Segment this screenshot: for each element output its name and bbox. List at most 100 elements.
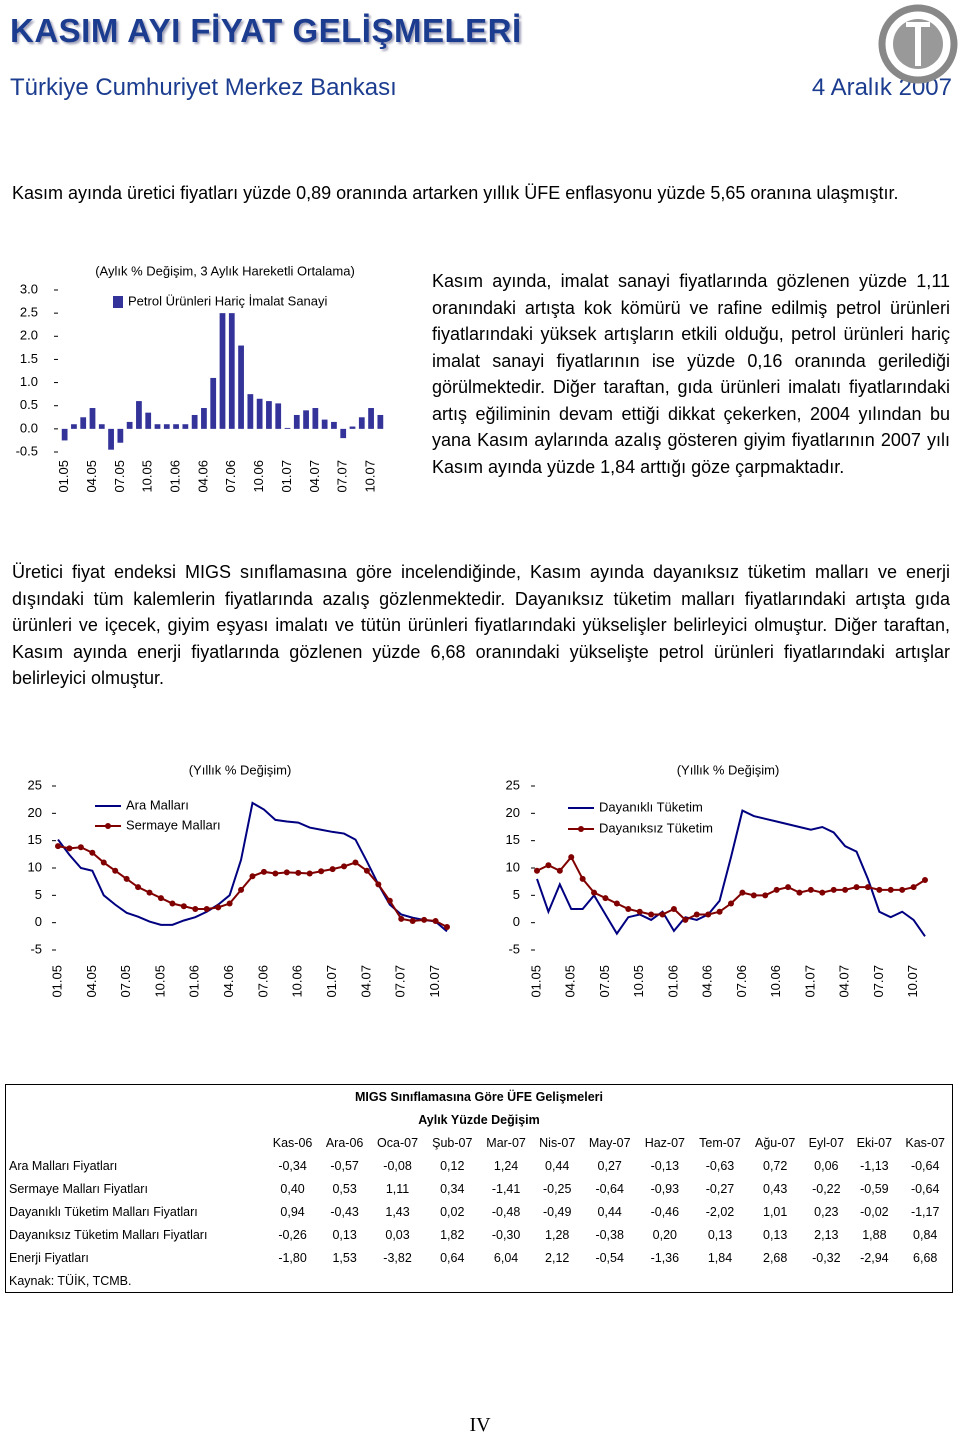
y-tick-label: 5 xyxy=(35,887,42,902)
x-tick-label: 01.05 xyxy=(528,965,543,998)
x-tick-label: 04.07 xyxy=(307,460,322,493)
table-cell: 0,40 xyxy=(280,1181,305,1196)
point xyxy=(123,875,130,882)
legend-marker xyxy=(105,823,111,829)
table-cell: -0,64 xyxy=(595,1181,624,1196)
column-header: Şub-07 xyxy=(432,1135,473,1150)
table-cell: 6,04 xyxy=(493,1250,519,1265)
table-cell: 1,82 xyxy=(440,1227,465,1242)
bar xyxy=(117,428,124,443)
bar xyxy=(368,408,374,429)
line xyxy=(57,801,448,933)
point xyxy=(922,877,928,884)
x-tick-label: 10.05 xyxy=(140,460,155,493)
legend-swatch xyxy=(113,296,123,308)
column-header: Kas-06 xyxy=(272,1135,313,1150)
column-header: Kas-07 xyxy=(905,1135,945,1150)
column-header: Ağu-07 xyxy=(755,1135,796,1150)
point xyxy=(819,889,826,896)
table-cell: 0,64 xyxy=(440,1250,465,1265)
table-header-row: Kas-06 Ara-06 Oca-07 Şub-07 Mar-07 Nis-07 May-… xyxy=(6,1131,953,1154)
point xyxy=(716,908,723,915)
x-tick-label: 07.05 xyxy=(112,460,127,493)
x-tick-label: 01.06 xyxy=(168,460,183,493)
point xyxy=(728,900,734,907)
table-cell: 0,12 xyxy=(440,1158,465,1173)
table-cell: 1,01 xyxy=(763,1204,788,1219)
point xyxy=(318,868,325,875)
table-cell: -0,93 xyxy=(650,1181,680,1196)
point xyxy=(169,900,176,907)
logo-ring xyxy=(878,4,958,84)
table-cell: 1,88 xyxy=(862,1227,887,1242)
table-cell: 0,13 xyxy=(332,1227,357,1242)
table-cell: 0,03 xyxy=(385,1227,410,1242)
point xyxy=(215,904,222,911)
y-tick-label: 0 xyxy=(513,914,520,929)
x-tick-label: 04.05 xyxy=(563,965,578,998)
bar xyxy=(340,428,347,439)
y-tick-label: 0.0 xyxy=(20,420,38,435)
point xyxy=(421,916,428,923)
x-tick-label: 01.06 xyxy=(665,965,680,998)
table-cell: 2,13 xyxy=(814,1227,839,1242)
row-label: Ara Malları Fiyatları xyxy=(9,1158,118,1173)
table-cell: -0,64 xyxy=(910,1158,940,1173)
point xyxy=(295,869,302,876)
x-tick-label: 04.07 xyxy=(358,965,373,998)
y-tick-label: 0.5 xyxy=(20,397,38,412)
table-cell: -0,34 xyxy=(278,1158,307,1173)
table-cell: 0,13 xyxy=(763,1227,788,1242)
bar xyxy=(284,427,291,429)
column-header: Eki-07 xyxy=(856,1135,893,1150)
line xyxy=(57,845,448,928)
point xyxy=(375,881,382,888)
point xyxy=(648,911,655,918)
table-title: MIGS Sınıflamasına Göre ÜFE Gelişmeleri xyxy=(355,1089,603,1104)
table-cell: -0,13 xyxy=(650,1158,680,1173)
column-header: Mar-07 xyxy=(486,1135,526,1150)
bar xyxy=(321,419,328,429)
table-cell: -0,38 xyxy=(595,1227,624,1242)
point xyxy=(762,892,769,899)
point xyxy=(77,844,84,851)
bar xyxy=(358,417,365,429)
point xyxy=(249,873,256,880)
bar xyxy=(163,424,170,429)
point xyxy=(100,859,107,866)
row-label: Dayanıksız Tüketim Malları Fiyatları xyxy=(9,1227,208,1242)
table-cell: -0,43 xyxy=(330,1204,359,1219)
table-cell: -0,46 xyxy=(650,1204,680,1219)
point xyxy=(705,911,712,918)
table-cell: 0,06 xyxy=(814,1158,839,1173)
table-cell: -0,63 xyxy=(705,1158,735,1173)
table-cell: 6,68 xyxy=(913,1250,938,1265)
table-cell: -2,94 xyxy=(860,1250,889,1265)
chart-title: (Yıllık % Değişim) xyxy=(189,762,292,777)
table-subtitle-row: Aylık Yüzde Değişim xyxy=(6,1108,953,1131)
point xyxy=(830,886,837,893)
bar xyxy=(61,428,68,441)
point xyxy=(625,906,632,912)
point xyxy=(750,892,757,899)
bar xyxy=(108,428,114,450)
y-tick-label: 25 xyxy=(506,777,520,792)
bar xyxy=(303,410,309,429)
x-tick-label: 10.06 xyxy=(251,460,266,493)
table-cell: -0,32 xyxy=(812,1250,841,1265)
point xyxy=(432,918,439,925)
table-cell: 2,12 xyxy=(545,1250,570,1265)
point xyxy=(796,889,803,896)
point xyxy=(203,906,210,912)
x-tick-label: 10.07 xyxy=(905,965,920,998)
paragraph: Kasım ayında, imalat sanayi fiyatlarında… xyxy=(432,271,950,477)
table-row: Dayanıklı Tüketim Malları Fiyatları 0,94 -… xyxy=(6,1200,953,1223)
x-tick-label: 01.07 xyxy=(802,965,817,998)
x-tick-label: 07.06 xyxy=(255,965,270,998)
table-cell: -0,25 xyxy=(542,1181,572,1196)
y-tick-label: -0.5 xyxy=(16,443,38,458)
x-tick-label: 07.05 xyxy=(597,965,612,998)
y-tick-label: 2.5 xyxy=(20,305,38,320)
point xyxy=(807,886,814,893)
x-tick-label: 04.06 xyxy=(195,460,210,493)
